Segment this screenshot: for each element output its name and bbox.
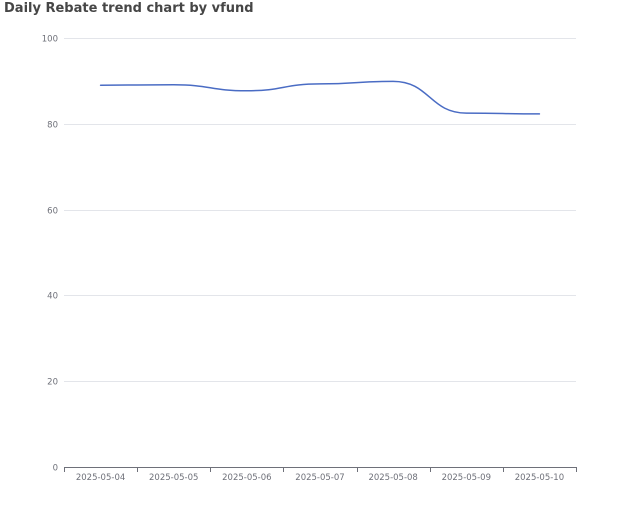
y-tick-label-0: 0 <box>53 464 58 474</box>
y-tick-label-80: 80 <box>47 121 58 131</box>
x-axis-tick-labels: 2025-05-04 2025-05-05 2025-05-06 2025-05-07… <box>76 473 564 483</box>
y-axis-tick-labels: 0 20 40 60 80 100 <box>42 35 58 474</box>
chart-title: Daily Rebate trend chart by vfund <box>4 1 254 16</box>
grid-lines <box>64 38 576 382</box>
series-layer <box>99 80 541 115</box>
x-tick-label-2025-05-10: 2025-05-10 <box>515 473 564 483</box>
series-line-0 <box>99 80 541 115</box>
x-tick-label-2025-05-04: 2025-05-04 <box>76 473 125 483</box>
x-axis <box>64 467 577 472</box>
y-tick-label-60: 60 <box>47 207 58 217</box>
y-tick-label-40: 40 <box>47 292 58 302</box>
x-tick-label-2025-05-06: 2025-05-06 <box>222 473 271 483</box>
x-tick-label-2025-05-05: 2025-05-05 <box>149 473 198 483</box>
y-tick-label-100: 100 <box>42 35 58 45</box>
y-tick-label-20: 20 <box>47 378 58 388</box>
x-tick-label-2025-05-09: 2025-05-09 <box>442 473 491 483</box>
x-tick-label-2025-05-07: 2025-05-07 <box>295 473 344 483</box>
x-tick-label-2025-05-08: 2025-05-08 <box>368 473 417 483</box>
